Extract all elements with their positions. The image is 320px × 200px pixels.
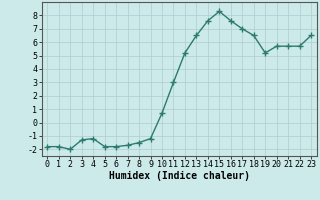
X-axis label: Humidex (Indice chaleur): Humidex (Indice chaleur) xyxy=(109,171,250,181)
